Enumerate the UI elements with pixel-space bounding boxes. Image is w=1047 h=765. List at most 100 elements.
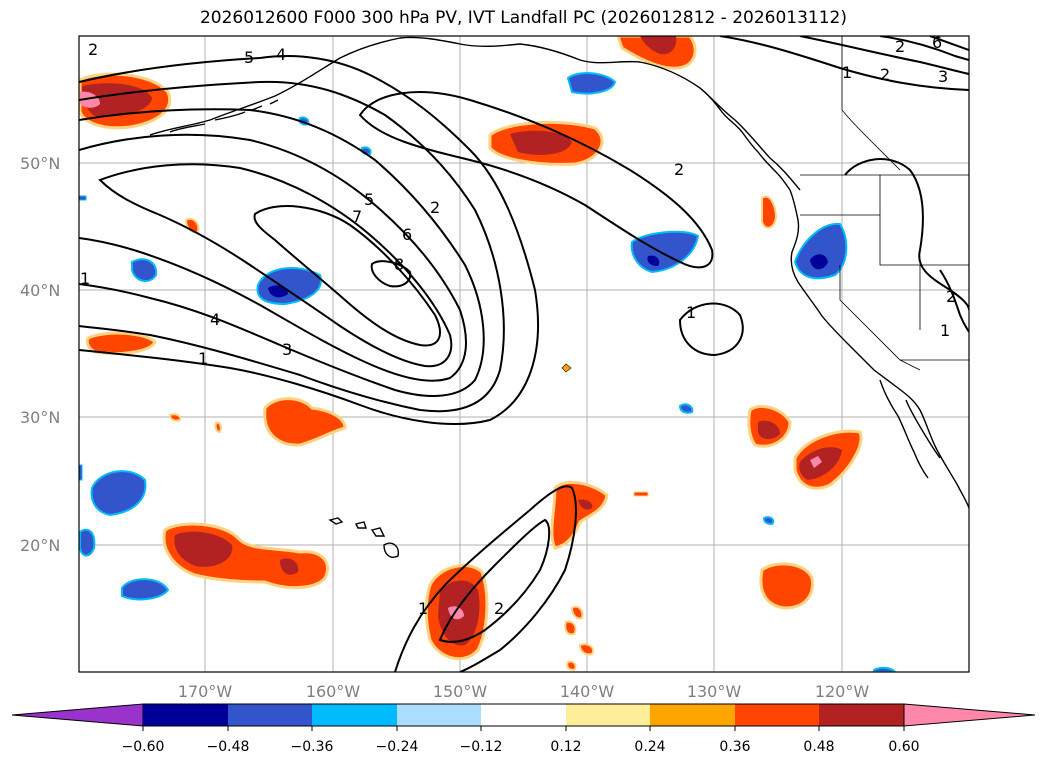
contour-line <box>394 485 577 672</box>
contour-label: 2 <box>494 599 504 618</box>
map-title: 2026012600 F000 300 hPa PV, IVT Landfall… <box>199 8 847 28</box>
colorbar-tick-label: −0.60 <box>122 739 165 755</box>
colorbar: −0.60 −0.48 −0.36 −0.24 −0.12 0.12 0.24 … <box>11 703 1036 755</box>
coastline-west-us <box>789 189 969 509</box>
anomaly-patch <box>647 255 660 266</box>
lat-label: 30°N <box>20 408 60 427</box>
colorbar-tick-label: −0.48 <box>207 739 250 755</box>
contour-line <box>79 55 539 425</box>
pv-contours <box>79 36 969 672</box>
anomaly-patch <box>633 491 649 497</box>
contour-label: 2 <box>674 160 684 179</box>
contour-line <box>358 91 714 269</box>
contour-line <box>79 80 505 413</box>
colorbar-tick-label: 0.60 <box>888 739 919 755</box>
lon-label: 170°W <box>178 682 233 701</box>
contour-label: 1 <box>418 599 428 618</box>
colorbar-tick-label: 0.12 <box>550 739 581 755</box>
colorbar-extend-low <box>11 703 144 727</box>
contour-label: 1 <box>686 303 696 322</box>
contour-line <box>929 36 969 51</box>
anomaly-patch <box>79 528 96 557</box>
hawaii-islands <box>328 517 399 558</box>
contour-label: 1 <box>842 63 852 82</box>
coastlines <box>149 36 969 558</box>
lon-label: 160°W <box>306 682 361 701</box>
anomaly-patch <box>761 195 778 229</box>
anomaly-patch <box>566 72 617 95</box>
anomaly-patch <box>566 660 577 672</box>
colorbar-segment <box>228 704 312 726</box>
contour-line <box>79 133 467 382</box>
anomaly-patch <box>184 218 200 234</box>
colorbar-tick-label: −0.12 <box>460 739 503 755</box>
contour-label: 2 <box>430 198 440 217</box>
anomaly-patch <box>793 222 848 280</box>
coastline-bc <box>699 87 791 191</box>
lat-label: 20°N <box>20 536 60 555</box>
political-boundaries <box>800 36 969 371</box>
anomaly-patch <box>79 195 87 201</box>
coastline-alaska <box>149 36 801 191</box>
contour-label: 6 <box>932 33 942 52</box>
contour-line <box>678 302 744 357</box>
colorbar-tick-label: 0.36 <box>719 739 750 755</box>
anomaly-patch <box>873 666 897 672</box>
negative-anomaly-areas <box>79 72 897 672</box>
colorbar-extend-high <box>903 703 1036 727</box>
anomaly-patch <box>79 464 83 481</box>
anomaly-patch <box>759 562 815 610</box>
anomaly-patch <box>578 643 594 656</box>
colorbar-tick-label: −0.36 <box>291 739 334 755</box>
contour-label: 4 <box>210 310 220 329</box>
colorbar-segment <box>143 704 228 726</box>
contour-line <box>719 36 969 91</box>
colorbar-segment <box>397 704 481 726</box>
colorbar-segment <box>650 704 735 726</box>
colorbar-segment <box>735 704 819 726</box>
anomaly-patch <box>561 363 572 373</box>
contour-line <box>253 205 441 347</box>
lon-label: 150°W <box>433 682 488 701</box>
anomaly-patch <box>80 91 100 108</box>
contour-line <box>98 163 453 368</box>
contour-label: 5 <box>244 48 254 67</box>
latitude-labels: 50°N 40°N 30°N 20°N <box>20 154 60 555</box>
anomaly-patch <box>174 531 233 567</box>
anomaly-patch <box>762 516 775 526</box>
anomaly-patch <box>168 413 182 422</box>
coastline-aleutians <box>169 99 279 133</box>
contour-label: 7 <box>352 207 362 226</box>
anomaly-patch <box>90 470 147 517</box>
lon-label: 130°W <box>687 682 742 701</box>
contour-label: 8 <box>394 255 404 274</box>
contour-label: 2 <box>88 40 98 59</box>
contour-label: 1 <box>80 269 90 288</box>
contour-label: 5 <box>364 190 374 209</box>
colorbar-segment <box>819 704 904 726</box>
anomaly-patch <box>578 499 593 510</box>
anomaly-patch <box>678 403 694 414</box>
anomaly-patch <box>810 254 828 270</box>
anomaly-patch <box>280 558 299 575</box>
anomaly-patch <box>570 605 584 620</box>
contour-line <box>844 158 969 311</box>
anomaly-patch <box>640 36 677 55</box>
colorbar-tick-label: 0.48 <box>803 739 834 755</box>
lon-label: 140°W <box>560 682 615 701</box>
anomaly-patch <box>131 258 158 282</box>
lat-label: 40°N <box>20 281 60 300</box>
anomaly-patch <box>510 130 572 155</box>
colorbar-tick-label: −0.24 <box>376 739 419 755</box>
anomaly-patch <box>758 420 780 440</box>
anomaly-patch <box>550 480 609 550</box>
anomaly-patch <box>121 578 170 601</box>
contour-label: 1 <box>198 349 208 368</box>
contour-label: 3 <box>938 67 948 86</box>
anomaly-patch <box>268 285 288 298</box>
contour-line <box>370 260 412 288</box>
contour-label: 2 <box>895 37 905 56</box>
contour-line <box>79 108 485 397</box>
contour-line <box>438 518 551 643</box>
